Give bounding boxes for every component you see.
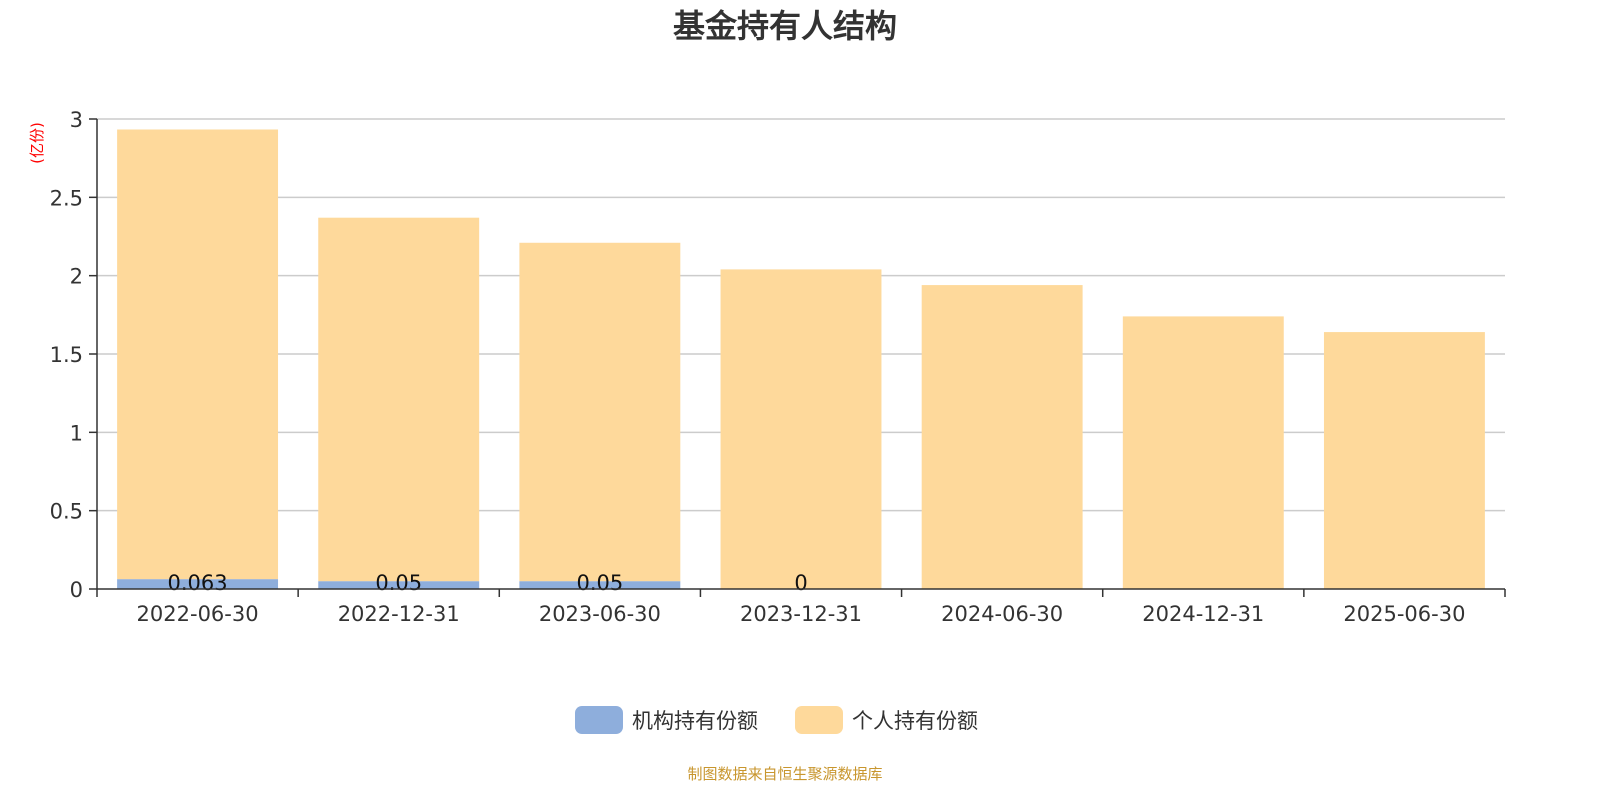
legend-swatch: [575, 706, 623, 734]
y-tick-label: 2: [70, 265, 83, 289]
x-tick-label: 2024-12-31: [1142, 602, 1264, 626]
x-tick-label: 2024-06-30: [941, 602, 1063, 626]
y-tick-label: 1.5: [50, 343, 83, 367]
x-tick-label: 2025-06-30: [1343, 602, 1465, 626]
source-note: 制图数据来自恒生聚源数据库: [687, 765, 883, 783]
bar-individual: [1323, 332, 1485, 589]
data-label: 0.063: [168, 571, 228, 595]
legend-label: 个人持有份额: [852, 709, 978, 733]
y-tick-label: 1: [70, 421, 83, 445]
x-tick-label: 2022-06-30: [137, 602, 259, 626]
x-tick-label: 2022-12-31: [338, 602, 460, 626]
legend-label: 机构持有份额: [632, 709, 758, 733]
bar-individual: [921, 285, 1083, 589]
bar-chart: 基金持有人结构 (亿份) 0.063 0.05 0.05 0 0 0.5 1 1.5 2 2.5 3…: [28, 7, 1506, 734]
data-label: 0.05: [375, 571, 422, 595]
bar-individual: [1122, 316, 1284, 589]
bar-individual: [117, 129, 279, 580]
y-tick-label: 2.5: [50, 186, 83, 210]
bar-individual: [720, 269, 882, 589]
legend-item[interactable]: 机构持有份额: [575, 706, 758, 734]
bar-institutional: [318, 581, 480, 589]
y-axis-label: (亿份): [28, 122, 46, 164]
legend-swatch: [795, 706, 843, 734]
bar-institutional: [117, 579, 279, 589]
legend-item[interactable]: 个人持有份额: [795, 706, 978, 734]
bar-individual: [519, 242, 681, 582]
data-label: 0.05: [576, 571, 623, 595]
y-tick-label: 3: [70, 108, 83, 132]
y-tick-label: 0: [70, 578, 83, 602]
x-tick-label: 2023-06-30: [539, 602, 661, 626]
data-label: 0: [794, 571, 807, 595]
bar-institutional: [519, 581, 681, 589]
y-tick-label: 0.5: [50, 500, 83, 524]
x-tick-label: 2023-12-31: [740, 602, 862, 626]
bar-individual: [318, 217, 480, 582]
chart-title: 基金持有人结构: [673, 7, 897, 45]
